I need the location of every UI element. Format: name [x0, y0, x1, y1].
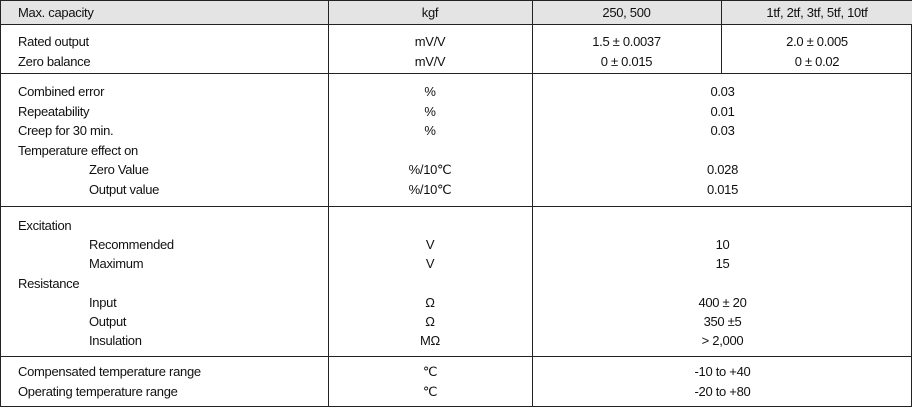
row-label: Output value [89, 182, 160, 197]
row-unit: V [425, 256, 435, 272]
row-unit: MΩ [420, 333, 440, 349]
row-value: 0.03 [710, 84, 735, 99]
divider [328, 356, 329, 407]
row-label: Recommended [89, 237, 174, 253]
row-label: Output [89, 314, 127, 329]
row-label: Insulation [89, 333, 142, 349]
row-label: Operating temperature range [18, 384, 178, 399]
header-label: Max. capacity [18, 5, 94, 20]
row-label: Temperature effect on [18, 142, 138, 158]
header-unit: kgf [421, 5, 439, 20]
row-unit: ℃ [422, 384, 438, 399]
row-unit: %/10℃ [408, 162, 452, 178]
table-section: Rated output mV/V 1.5 ± 0.0037 2.0 ± 0.005 Z… [1, 25, 912, 74]
divider [532, 356, 533, 407]
divider [532, 25, 533, 73]
row-value [532, 274, 913, 293]
row-unit: ℃ [422, 364, 438, 379]
divider [532, 1, 533, 24]
row-value: 350 ±5 [703, 314, 742, 329]
divider [328, 73, 329, 206]
table-section: Compensated temperature range ℃ -10 to +40… [1, 356, 912, 407]
divider [721, 25, 722, 73]
row-value: 0.03 [710, 123, 735, 139]
table-header: Max. capacity kgf 250, 500 1tf, 2tf, 3tf… [1, 0, 912, 25]
divider [328, 1, 329, 24]
table-section: Excitation Recommended V 10 Maximum V 15 Resist… [1, 206, 912, 357]
divider [328, 25, 329, 73]
row-value [532, 216, 913, 235]
row-label: Repeatability [18, 103, 90, 119]
row-value: 15 [715, 256, 730, 272]
row-unit: V [425, 237, 435, 253]
divider [532, 73, 533, 206]
divider [721, 1, 722, 24]
row-unit: mV/V [414, 34, 446, 49]
row-unit: mV/V [414, 53, 446, 69]
row-value: -10 to +40 [694, 364, 751, 379]
row-value-1tf-10tf: 2.0 ± 0.005 [786, 34, 848, 49]
row-label: Combined error [18, 84, 105, 99]
row-value-1tf-10tf: 0 ± 0.02 [794, 53, 840, 69]
row-value: > 2,000 [701, 333, 744, 349]
table-section: Combined error% 0.03 Repeatability% 0.01 Cre… [1, 73, 912, 207]
header-col-a: 250, 500 [602, 5, 651, 20]
row-label: Zero balance [18, 53, 91, 69]
divider [532, 206, 533, 356]
row-value-250-500: 0 ± 0.015 [600, 53, 653, 69]
row-value: 0.028 [706, 162, 739, 178]
row-unit: Ω [425, 314, 435, 329]
row-unit [328, 216, 532, 235]
row-label: Maximum [89, 256, 144, 272]
row-label: Excitation [18, 218, 72, 233]
row-label: Rated output [18, 34, 89, 49]
row-value: 0.015 [706, 182, 739, 197]
row-label: Input [89, 294, 117, 310]
row-label: Resistance [18, 275, 80, 291]
row-value: 400 ± 20 [698, 294, 747, 310]
row-value: 0.01 [710, 103, 735, 119]
row-value: 10 [715, 237, 730, 253]
row-unit: % [424, 103, 436, 119]
row-unit [328, 274, 532, 293]
divider [328, 206, 329, 356]
row-label: Creep for 30 min. [18, 123, 114, 139]
row-unit: Ω [425, 294, 435, 310]
row-unit: %/10℃ [408, 182, 452, 197]
row-label: Zero Value [89, 162, 149, 178]
header-col-b: 1tf, 2tf, 3tf, 5tf, 10tf [766, 5, 868, 20]
row-value [532, 141, 913, 160]
row-value-250-500: 1.5 ± 0.0037 [592, 34, 661, 49]
row-value: -20 to +80 [694, 384, 751, 399]
row-unit: % [424, 84, 436, 99]
row-unit [328, 141, 532, 160]
row-label: Compensated temperature range [18, 364, 201, 379]
row-unit: % [424, 123, 436, 139]
